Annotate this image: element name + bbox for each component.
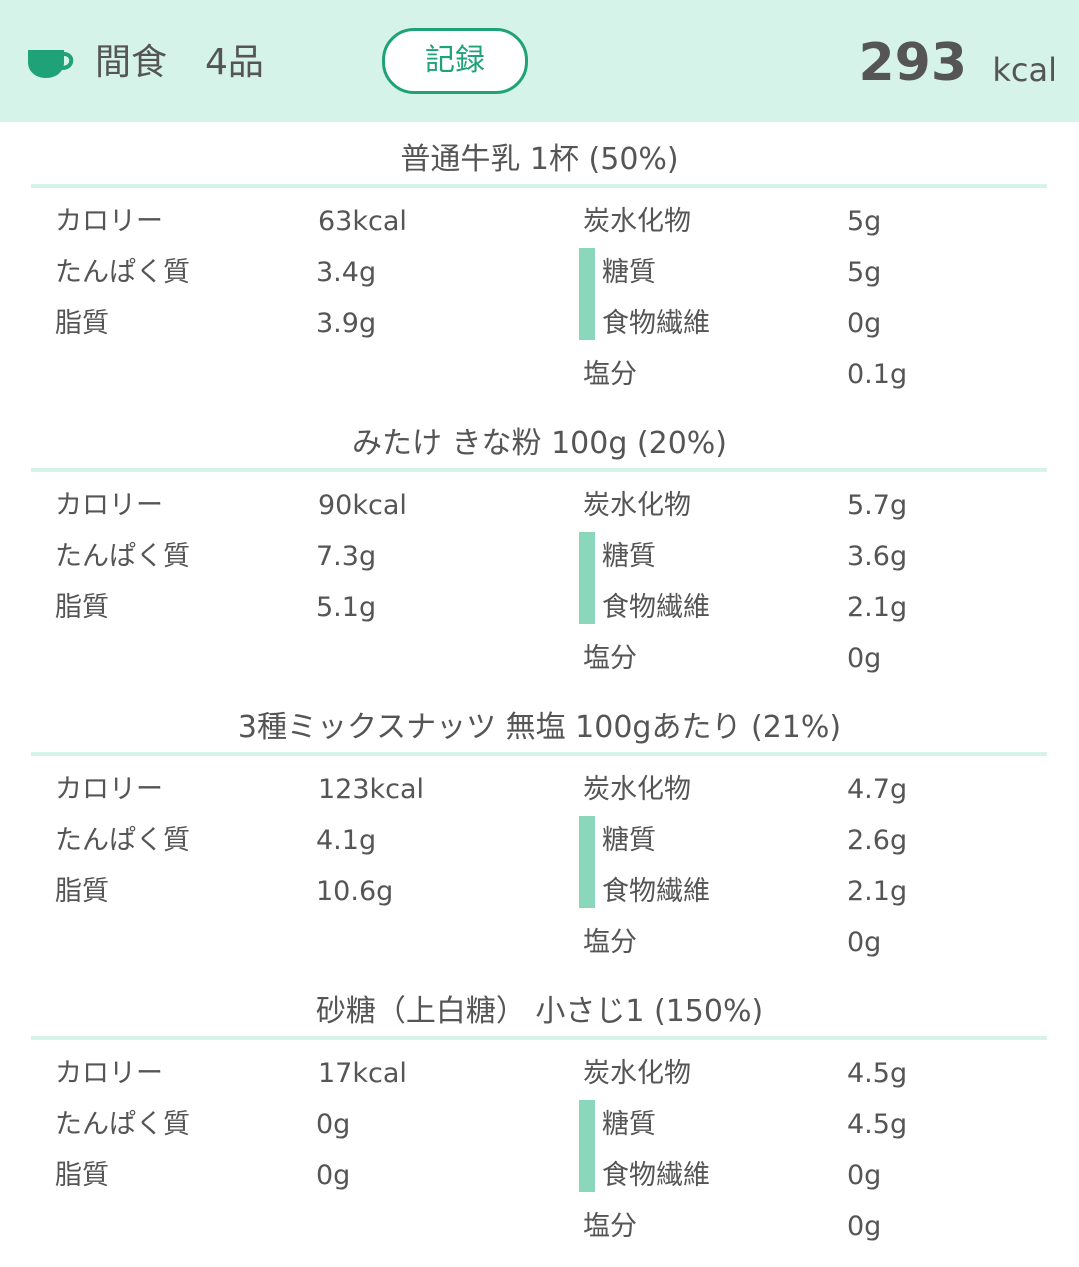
calorie-label: カロリー	[55, 206, 163, 237]
fiber-value: 0g	[847, 1160, 882, 1191]
fat-label: 脂質	[55, 308, 109, 339]
sugar-value: 3.6g	[847, 541, 908, 572]
carbs-value: 5.7g	[847, 490, 908, 521]
protein-label: たんぱく質	[55, 825, 190, 856]
salt-value: 0g	[847, 643, 882, 674]
record-button[interactable]: 記録	[382, 28, 528, 94]
calorie-value: 90kcal	[318, 490, 407, 521]
sugar-value: 4.5g	[847, 1109, 908, 1140]
protein-label: たんぱく質	[55, 541, 190, 572]
food-item: 砂糖（上白糖） 小さじ1 (150%) カロリー 17kcal たんぱく質 0g…	[0, 974, 1079, 1258]
salt-label: 塩分	[583, 927, 637, 958]
carbs-breakdown-bar	[579, 248, 595, 340]
carbs-breakdown-bar	[579, 816, 595, 908]
sugar-label: 糖質	[602, 825, 656, 856]
meal-name: 間食	[95, 42, 168, 83]
salt-label: 塩分	[583, 1211, 637, 1242]
food-item-title: 普通牛乳 1杯 (50%)	[400, 142, 679, 177]
calorie-value: 17kcal	[318, 1058, 407, 1089]
sugar-label: 糖質	[602, 257, 656, 288]
salt-label: 塩分	[583, 359, 637, 390]
item-divider	[31, 1036, 1047, 1040]
fat-label: 脂質	[55, 1160, 109, 1191]
carbs-breakdown-bar	[579, 1100, 595, 1192]
item-divider	[31, 468, 1047, 472]
salt-label: 塩分	[583, 643, 637, 674]
carbs-label: 炭水化物	[583, 774, 691, 805]
food-item: 3種ミックスナッツ 無塩 100gあたり (21%) カロリー 123kcal …	[0, 690, 1079, 974]
salt-value: 0g	[847, 1211, 882, 1242]
fiber-label: 食物繊維	[602, 1160, 710, 1191]
total-calorie-value: 293	[858, 33, 967, 93]
fiber-value: 2.1g	[847, 592, 908, 623]
salt-value: 0g	[847, 927, 882, 958]
calorie-label: カロリー	[55, 1058, 163, 1089]
protein-value: 4.1g	[316, 825, 377, 856]
fiber-label: 食物繊維	[602, 876, 710, 907]
food-item-title: みたけ きな粉 100g (20%)	[352, 426, 727, 461]
carbs-value: 4.5g	[847, 1058, 908, 1089]
carbs-label: 炭水化物	[583, 490, 691, 521]
carbs-value: 5g	[847, 206, 882, 237]
fat-value: 0g	[316, 1160, 351, 1191]
food-item-title: 砂糖（上白糖） 小さじ1 (150%)	[315, 994, 764, 1029]
protein-value: 0g	[316, 1109, 351, 1140]
calorie-value: 123kcal	[318, 774, 425, 805]
carbs-label: 炭水化物	[583, 206, 691, 237]
fiber-value: 0g	[847, 308, 882, 339]
food-item: みたけ きな粉 100g (20%) カロリー 90kcal たんぱく質 7.3…	[0, 406, 1079, 690]
carbs-breakdown-bar	[579, 532, 595, 624]
carbs-label: 炭水化物	[583, 1058, 691, 1089]
meal-header: 間食 4品 記録 293 kcal	[0, 0, 1079, 122]
teacup-icon	[28, 50, 74, 78]
item-divider	[31, 752, 1047, 756]
meal-item-count: 4品	[205, 42, 264, 83]
calorie-label: カロリー	[55, 774, 163, 805]
fiber-value: 2.1g	[847, 876, 908, 907]
salt-value: 0.1g	[847, 359, 908, 390]
item-divider	[31, 184, 1047, 188]
calorie-label: カロリー	[55, 490, 163, 521]
fat-value: 3.9g	[316, 308, 377, 339]
fiber-label: 食物繊維	[602, 592, 710, 623]
sugar-label: 糖質	[602, 1109, 656, 1140]
protein-label: たんぱく質	[55, 1109, 190, 1140]
food-item: 普通牛乳 1杯 (50%) カロリー 63kcal たんぱく質 3.4g 脂質 …	[0, 122, 1079, 406]
sugar-value: 2.6g	[847, 825, 908, 856]
fat-label: 脂質	[55, 876, 109, 907]
calorie-value: 63kcal	[318, 206, 407, 237]
total-calorie-unit: kcal	[992, 51, 1057, 89]
fat-value: 5.1g	[316, 592, 377, 623]
food-item-title: 3種ミックスナッツ 無塩 100gあたり (21%)	[237, 710, 842, 745]
protein-value: 7.3g	[316, 541, 377, 572]
protein-label: たんぱく質	[55, 257, 190, 288]
sugar-value: 5g	[847, 257, 882, 288]
fat-label: 脂質	[55, 592, 109, 623]
sugar-label: 糖質	[602, 541, 656, 572]
carbs-value: 4.7g	[847, 774, 908, 805]
protein-value: 3.4g	[316, 257, 377, 288]
fat-value: 10.6g	[316, 876, 394, 907]
fiber-label: 食物繊維	[602, 308, 710, 339]
